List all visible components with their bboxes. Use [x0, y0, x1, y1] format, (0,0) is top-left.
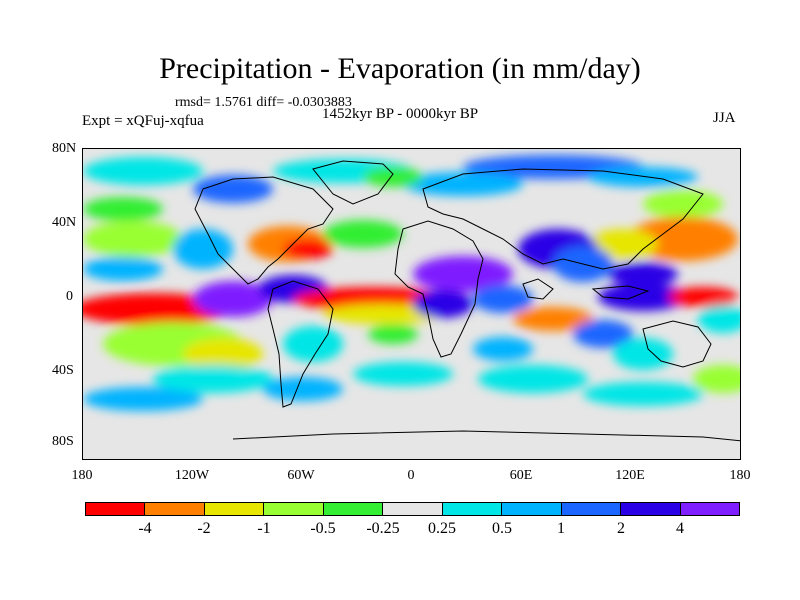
plot-title: Precipitation - Evaporation (in mm/day) — [159, 52, 641, 85]
season-label: JJA — [713, 110, 736, 126]
y-tick-label: 80S — [52, 434, 74, 449]
y-tick-label: 0 — [66, 289, 73, 304]
colorbar-label: 0.5 — [492, 520, 512, 537]
colorbar-swatch — [204, 503, 265, 515]
colorbar-swatch — [561, 503, 622, 515]
x-tick-label: 120W — [174, 468, 210, 483]
colorbar-swatch — [86, 503, 146, 515]
colorbar-swatch — [502, 503, 562, 515]
colorbar-label: -0.25 — [366, 520, 400, 537]
colorbar-label: 2 — [617, 520, 625, 537]
colorbar-label: -0.5 — [310, 520, 336, 537]
colorbar-swatch — [323, 503, 384, 515]
colorbar-label: -2 — [197, 520, 211, 537]
colorbar-label: 4 — [676, 520, 684, 537]
period-label: 1452kyr BP - 0000kyr BP — [322, 106, 479, 122]
colorbar-label: -1 — [257, 520, 271, 537]
x-tick-label: 180 — [729, 468, 751, 483]
colorbar — [85, 502, 740, 516]
x-tick-label: 120E — [615, 468, 645, 483]
y-tick-label: 40S — [52, 363, 74, 378]
map-panel — [82, 148, 741, 460]
map-field — [83, 149, 740, 459]
colorbar-swatch — [264, 503, 324, 515]
stats-text: rmsd= 1.5761 diff= -0.0303883 — [175, 95, 352, 110]
x-tick-label: 60W — [287, 468, 315, 483]
colorbar-label: -4 — [138, 520, 152, 537]
colorbar-swatch — [680, 503, 739, 515]
experiment-label: Expt = xQFuj-xqfua — [82, 113, 204, 129]
y-tick-label: 40N — [52, 215, 77, 230]
colorbar-swatch — [145, 503, 205, 515]
y-tick-label: 80N — [52, 141, 77, 156]
colorbar-label: 1 — [557, 520, 565, 537]
x-tick-label: 60E — [509, 468, 533, 483]
x-tick-label: 180 — [71, 468, 93, 483]
colorbar-label: 0.25 — [428, 520, 456, 537]
coastlines — [194, 160, 740, 442]
x-tick-label: 0 — [407, 468, 415, 483]
colorbar-swatch — [383, 503, 443, 515]
colorbar-swatch — [442, 503, 503, 515]
colorbar-swatch — [621, 503, 681, 515]
